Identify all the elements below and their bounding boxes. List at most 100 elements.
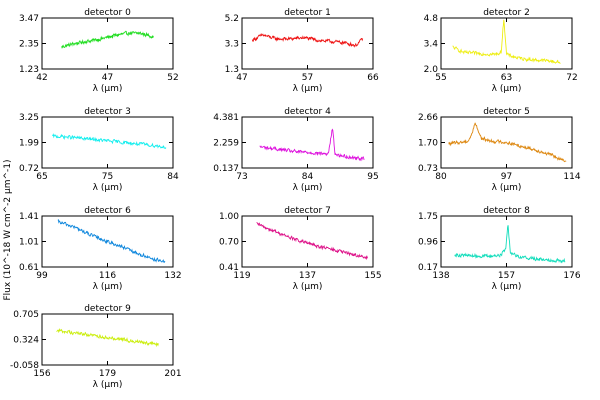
x-axis-label: λ (μm) — [492, 282, 522, 292]
series-line — [259, 128, 365, 162]
y-tick-label: 3.25 — [19, 113, 39, 123]
y-tick-label: 2.0 — [424, 65, 439, 75]
x-axis-label: λ (μm) — [93, 183, 123, 193]
y-tick-label: 2.259 — [213, 139, 239, 149]
panel-detector-3: detector 3 65 75 84 0.72 1.99 3.25 λ (μm) — [19, 107, 179, 193]
y-tick-label: 1.41 — [19, 212, 39, 222]
x-tick-label: 84 — [302, 172, 314, 182]
y-tick-label: 4.381 — [213, 113, 239, 123]
x-axis-label: λ (μm) — [93, 84, 123, 94]
x-tick-label: 155 — [364, 271, 381, 281]
y-tick-label: 1.99 — [19, 139, 39, 149]
y-tick-label: 0.137 — [213, 164, 239, 174]
x-axis-label: λ (μm) — [293, 183, 323, 193]
y-tick-label: 1.75 — [418, 212, 438, 222]
plot-frame — [41, 17, 174, 70]
y-tick-label: 0.70 — [219, 238, 239, 248]
x-tick-label: 95 — [367, 172, 378, 182]
x-tick-label: 201 — [164, 369, 181, 379]
x-tick-label: 138 — [432, 271, 449, 281]
x-axis-label: λ (μm) — [492, 84, 522, 94]
series-line — [57, 218, 166, 264]
panel-title: detector 9 — [84, 304, 131, 314]
y-tick-label: -0.058 — [10, 361, 39, 371]
panel-detector-2: detector 2 55 63 72 2.0 3.4 4.8 λ (μm) — [424, 8, 578, 94]
x-tick-label: 73 — [236, 172, 247, 182]
x-axis-label: λ (μm) — [293, 282, 323, 292]
panel-title: detector 3 — [84, 107, 131, 117]
x-tick-label: 97 — [501, 172, 512, 182]
panel-title: detector 7 — [284, 206, 331, 216]
panel-detector-8: detector 8 138 157 176 0.17 0.96 1.75 λ (μm) — [418, 206, 581, 292]
panel-title: detector 5 — [483, 107, 530, 117]
plot-frame — [241, 215, 374, 268]
y-tick-label: 5.2 — [225, 14, 239, 24]
x-tick-label: 119 — [233, 271, 250, 281]
panel-detector-5: detector 5 80 97 114 0.73 1.70 2.66 λ (μm) — [418, 107, 581, 193]
panel-detector-6: detector 6 99 116 132 0.61 1.01 1.41 λ (μm) — [19, 206, 182, 292]
plot-frame — [41, 313, 174, 366]
y-tick-label: 0.17 — [418, 263, 438, 273]
detector-panels: detector 042 47 521.232.353.47λ (μm)detect… — [10, 8, 581, 390]
x-tick-label: 47 — [236, 73, 247, 83]
x-tick-label: 42 — [36, 73, 47, 83]
x-tick-label: 137 — [299, 271, 316, 281]
x-axis-label: λ (μm) — [492, 183, 522, 193]
panel-detector-7: detector 7 119 137 155 0.41 0.70 1.00 λ (μm) — [219, 206, 382, 292]
series-line — [56, 328, 159, 348]
x-tick-label: 75 — [102, 172, 113, 182]
panel-detector-9: detector 9 156 179 201 -0.058 0.324 0.705 λ (μm… — [10, 304, 182, 390]
y-tick-label: 1.3 — [225, 65, 239, 75]
x-tick-label: 116 — [99, 271, 116, 281]
x-tick-label: 65 — [36, 172, 47, 182]
plot-frame — [241, 116, 374, 169]
panel-detector-4: detector 4 73 84 95 0.137 2.259 4.381 λ (μm) — [213, 107, 378, 193]
x-tick-label: 57 — [302, 73, 313, 83]
x-tick-label: 114 — [563, 172, 580, 182]
x-tick-label: 176 — [563, 271, 580, 281]
x-axis-label: λ (μm) — [93, 380, 123, 390]
panel-detector-0: detector 0 42 47 52 1.23 2.35 3.47 λ (μm) — [19, 8, 179, 94]
x-tick-label: 63 — [501, 73, 512, 83]
shared-y-axis-label: Flux (10^-18 W cm^-2 μm^-1) — [3, 159, 13, 300]
y-tick-label: 0.61 — [19, 263, 39, 273]
x-tick-label: 156 — [33, 369, 50, 379]
y-tick-label: 3.3 — [225, 40, 239, 50]
x-tick-label: 99 — [36, 271, 48, 281]
series-line — [452, 19, 561, 64]
y-tick-label: 0.324 — [13, 336, 39, 346]
series-line — [61, 30, 154, 49]
x-axis-label: λ (μm) — [293, 84, 323, 94]
y-tick-label: 0.72 — [19, 164, 39, 174]
y-tick-label: 2.35 — [19, 40, 39, 50]
y-tick-label: 1.01 — [19, 238, 39, 248]
y-tick-label: 2.66 — [418, 113, 438, 123]
series-line — [256, 221, 368, 261]
y-tick-label: 4.8 — [424, 14, 439, 24]
x-axis-label: λ (μm) — [93, 282, 123, 292]
x-tick-label: 179 — [99, 369, 116, 379]
series-line — [251, 32, 364, 48]
x-tick-label: 55 — [435, 73, 446, 83]
y-tick-label: 1.70 — [418, 139, 438, 149]
series-line — [52, 133, 167, 149]
y-tick-label: 3.4 — [424, 40, 439, 50]
plot-frame — [41, 116, 174, 169]
x-tick-label: 72 — [566, 73, 577, 83]
x-tick-label: 157 — [498, 271, 515, 281]
panel-title: detector 2 — [483, 8, 530, 18]
panel-title: detector 1 — [284, 8, 331, 18]
panel-title: detector 8 — [483, 206, 530, 216]
plot-frame — [241, 17, 374, 70]
x-tick-label: 47 — [102, 73, 113, 83]
x-tick-label: 84 — [167, 172, 179, 182]
y-tick-label: 0.41 — [219, 263, 239, 273]
panel-title: detector 6 — [84, 206, 131, 216]
y-tick-label: 0.705 — [13, 310, 39, 320]
y-tick-label: 0.96 — [418, 238, 438, 248]
series-line — [448, 122, 567, 163]
y-tick-label: 1.00 — [219, 212, 239, 222]
panel-title: detector 0 — [84, 8, 131, 18]
panel-detector-1: detector 1 47 57 66 1.3 3.3 5.2 λ (μm) — [225, 8, 379, 94]
